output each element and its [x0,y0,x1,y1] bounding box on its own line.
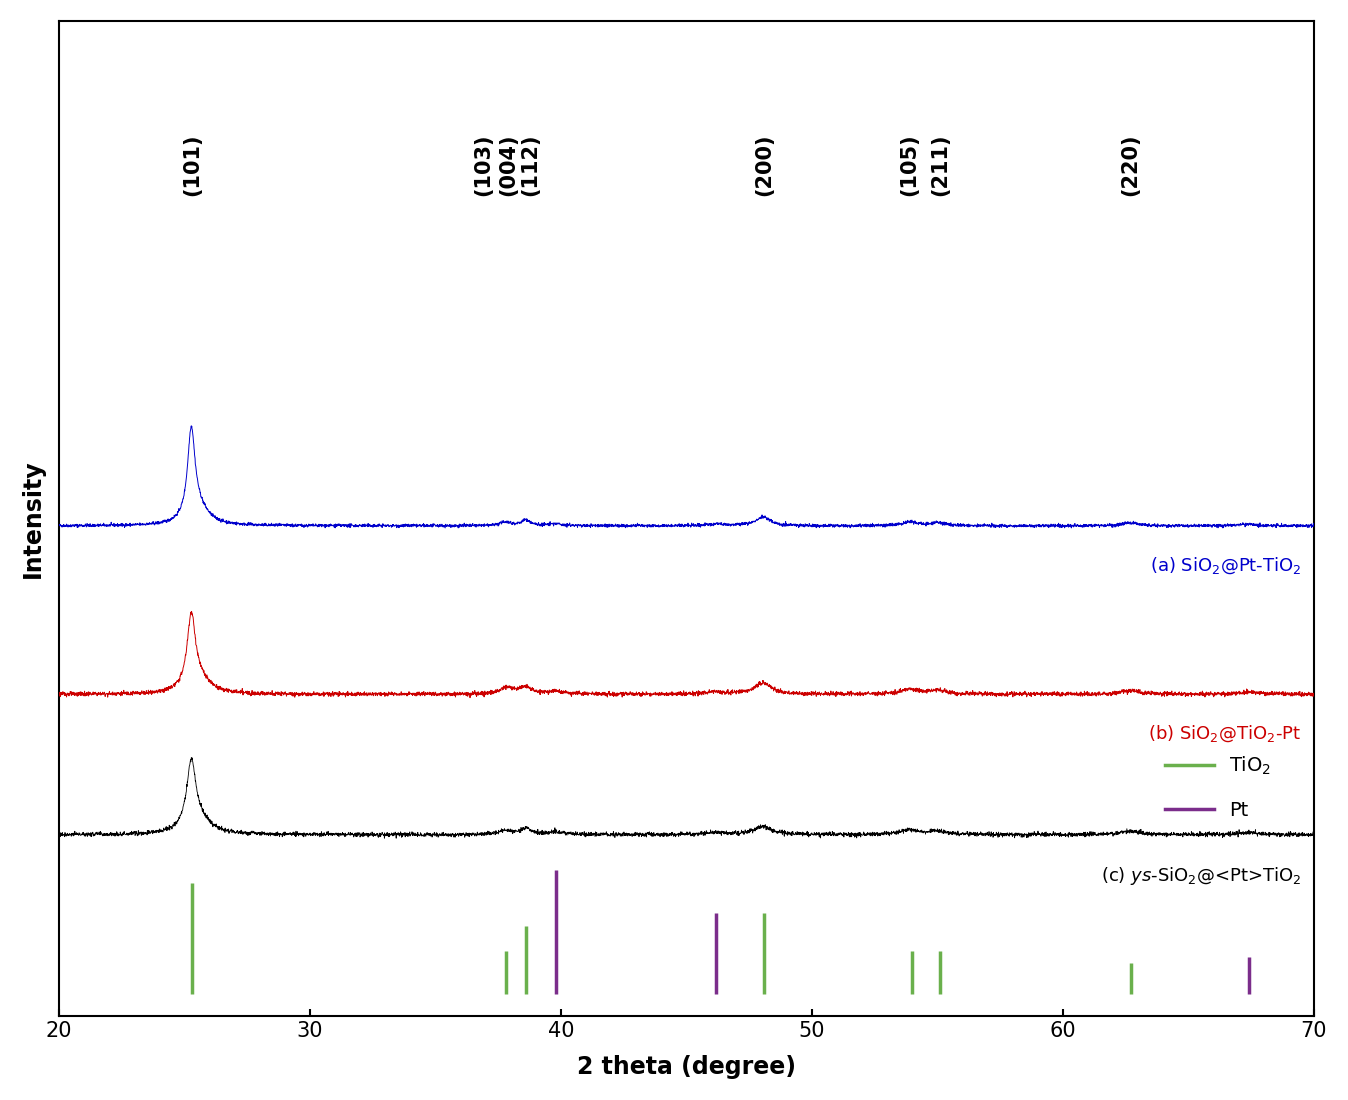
Y-axis label: Intensity: Intensity [20,460,44,578]
Legend: TiO$_2$, Pt: TiO$_2$, Pt [1157,747,1279,827]
Text: (103): (103) [473,133,493,196]
Text: (211): (211) [930,133,950,196]
Text: (c) $ys$-SiO$_2$@<Pt>TiO$_2$: (c) $ys$-SiO$_2$@<Pt>TiO$_2$ [1101,865,1301,887]
Text: (200): (200) [754,133,774,196]
X-axis label: 2 theta (degree): 2 theta (degree) [577,1055,795,1079]
Text: (101): (101) [182,133,202,196]
Text: (b) SiO$_2$@TiO$_2$-Pt: (b) SiO$_2$@TiO$_2$-Pt [1148,724,1301,745]
Text: (004): (004) [497,133,518,196]
Text: (105): (105) [899,133,919,196]
Text: (220): (220) [1120,133,1140,196]
Text: (a) SiO$_2$@Pt-TiO$_2$: (a) SiO$_2$@Pt-TiO$_2$ [1150,556,1301,575]
Text: (112): (112) [520,133,541,196]
